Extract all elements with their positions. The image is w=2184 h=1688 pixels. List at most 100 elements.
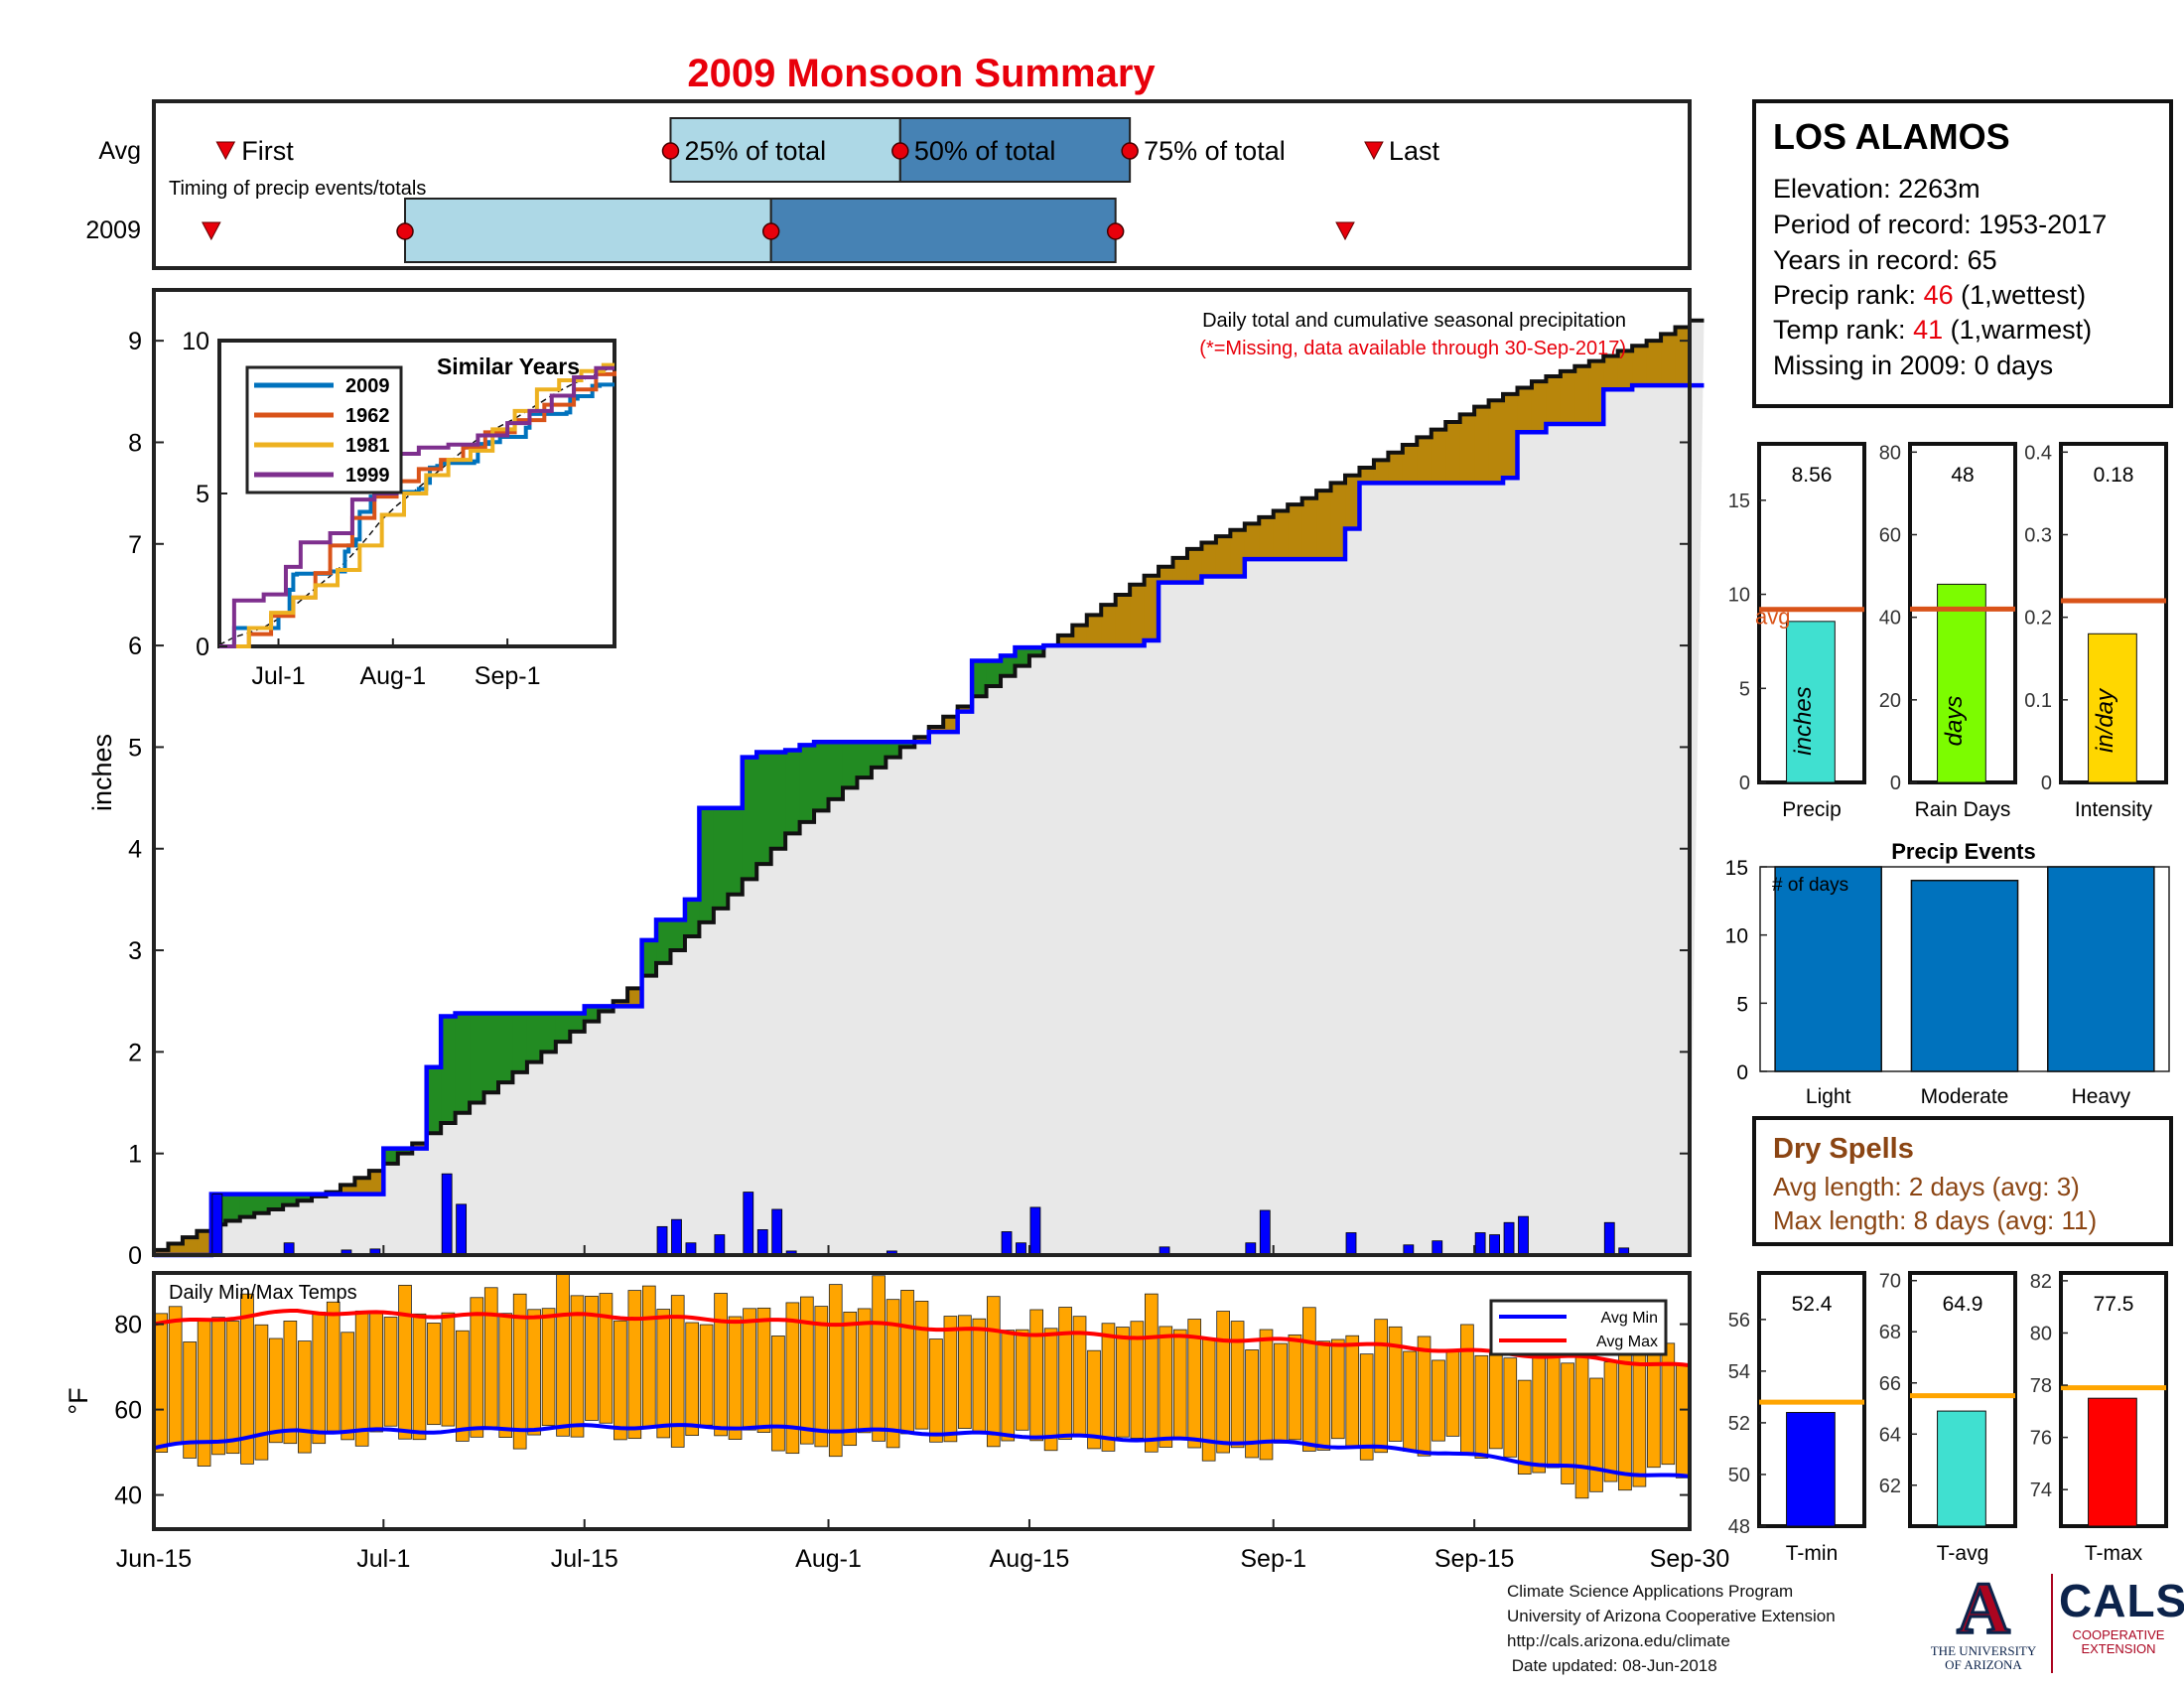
y2009-75pct-marker bbox=[1106, 222, 1125, 240]
below-avg-fill bbox=[1273, 510, 1289, 560]
avg-last-marker bbox=[1364, 141, 1384, 161]
avg-25pct-marker bbox=[661, 142, 680, 160]
x-tick-label: Sep-1 bbox=[1240, 1545, 1306, 1573]
daily-temp-bar bbox=[599, 1293, 614, 1424]
stat-tick-label: 0.2 bbox=[2024, 608, 2052, 630]
stat-tick-label: 78 bbox=[2030, 1375, 2052, 1397]
precip-rank-label: Precip rank: bbox=[1773, 280, 1916, 310]
avg-last-label: Last bbox=[1389, 136, 1440, 166]
y2009-first-quartile-box bbox=[404, 198, 772, 263]
below-avg-fill bbox=[1488, 400, 1504, 484]
daily-temp-bar bbox=[197, 1320, 211, 1467]
stat-tick-label: 0.1 bbox=[2024, 690, 2052, 712]
above-avg-fill bbox=[584, 1006, 600, 1022]
stat-panel-t-min: 52.4 48 50 52 54 56 T-min bbox=[1728, 1271, 1866, 1565]
dry-spells-max-length: Max length: 8 days (avg: 11) bbox=[1773, 1205, 2097, 1235]
daily-temp-bar bbox=[1403, 1350, 1417, 1452]
inset-x-tick-label: Jul-1 bbox=[251, 662, 305, 690]
daily-temp-bar bbox=[412, 1313, 427, 1441]
stat-tick-label: 0 bbox=[1890, 773, 1901, 794]
ua-logo-line-1: THE UNIVERSITY bbox=[1930, 1643, 2037, 1658]
precip-y-tick-label: 1 bbox=[128, 1141, 142, 1169]
stat-label: T-max bbox=[2085, 1542, 2143, 1565]
daily-temp-bar bbox=[685, 1322, 700, 1437]
daily-temp-bar bbox=[656, 1309, 671, 1439]
daily-temp-bar bbox=[800, 1296, 814, 1445]
precip-plot-area bbox=[154, 318, 1705, 1258]
avg-25pct-label: 25% of total bbox=[684, 136, 826, 166]
daily-temp-bar bbox=[958, 1315, 972, 1429]
precip-y-tick-label: 5 bbox=[128, 734, 142, 762]
legend-avg-max-label: Avg Max bbox=[1596, 1334, 1658, 1350]
inset-legend-label: 2009 bbox=[345, 375, 390, 397]
daily-temp-bar bbox=[1417, 1336, 1432, 1457]
daily-temp-bar bbox=[1330, 1338, 1345, 1440]
below-avg-fill bbox=[1086, 615, 1102, 646]
daily-temp-bar bbox=[456, 1330, 470, 1442]
credits-line-4: Date updated: 08-Jun-2018 bbox=[1507, 1656, 1717, 1675]
precip-rank-value: 46 bbox=[1924, 280, 1954, 310]
stat-tick-label: 68 bbox=[1879, 1322, 1901, 1343]
daily-temp-bar bbox=[900, 1290, 914, 1435]
daily-temp-bar bbox=[1432, 1359, 1445, 1442]
avg-second-quartile-box bbox=[898, 117, 1132, 183]
precip-chart: Daily total and cumulative seasonal prec… bbox=[87, 288, 1705, 1270]
precip-y-tick-label: 7 bbox=[128, 531, 142, 559]
daily-temp-bar bbox=[168, 1306, 183, 1446]
events-plot-area: Light Moderate Heavy 0 5 10 15 bbox=[1725, 857, 2155, 1108]
stat-tick-label: 62 bbox=[1879, 1476, 1901, 1497]
above-avg-fill bbox=[986, 660, 1002, 687]
stat-panel-t-avg: 64.9 62 64 66 68 70 T-avg bbox=[1879, 1271, 2017, 1565]
avg-first-quartile-box bbox=[669, 117, 901, 183]
stat-tick-label: 0.4 bbox=[2024, 442, 2052, 464]
stat-tick-label: 74 bbox=[2030, 1479, 2052, 1501]
daily-temp-bar bbox=[914, 1301, 929, 1430]
below-avg-fill bbox=[1445, 422, 1461, 484]
x-tick-label: Jul-15 bbox=[551, 1545, 618, 1573]
avg-first-label: First bbox=[241, 136, 294, 166]
above-avg-fill bbox=[814, 742, 830, 811]
temp-y-tick-label: 60 bbox=[114, 1397, 142, 1425]
y2009-50pct-marker bbox=[761, 222, 780, 240]
daily-precip-bar bbox=[1345, 1232, 1357, 1256]
stat-tick-label: 60 bbox=[1879, 524, 1901, 546]
daily-temp-bar bbox=[1029, 1309, 1043, 1442]
daily-precip-bar bbox=[671, 1218, 682, 1256]
daily-precip-bar bbox=[756, 1229, 768, 1256]
below-avg-fill bbox=[1359, 468, 1375, 484]
daily-temp-bar bbox=[498, 1313, 513, 1438]
below-avg-fill bbox=[1072, 625, 1088, 646]
above-avg-fill bbox=[541, 1013, 557, 1053]
below-avg-fill bbox=[1388, 452, 1404, 484]
below-avg-fill bbox=[340, 1185, 356, 1195]
daily-temp-bar bbox=[1116, 1327, 1130, 1438]
below-avg-fill bbox=[1144, 575, 1160, 640]
above-avg-fill bbox=[1015, 647, 1030, 666]
above-avg-fill bbox=[570, 1013, 586, 1032]
daily-precip-bar bbox=[1603, 1221, 1615, 1256]
daily-temp-bar bbox=[1288, 1334, 1302, 1441]
daily-precip-bar bbox=[1489, 1234, 1500, 1256]
below-avg-fill bbox=[168, 1243, 184, 1255]
daily-precip-bar bbox=[1001, 1231, 1013, 1256]
daily-temp-bar bbox=[1388, 1326, 1403, 1442]
temp-chart: Daily Min/Max Temps °F 40 60 80 Avg Min Av… bbox=[64, 1271, 1692, 1531]
station-missing: Missing in 2009: 0 days bbox=[1773, 351, 2053, 380]
daily-temp-bar bbox=[1172, 1329, 1187, 1438]
temp-legend: Avg Min Avg Max bbox=[1489, 1299, 1668, 1356]
stat-panel-intensity: 0.18 0 0.1 0.2 0.3 0.4 Intensity in/day bbox=[2024, 442, 2168, 821]
stat-label: Precip bbox=[1782, 798, 1842, 821]
station-temp-rank: Temp rank: 41 (1,warmest) bbox=[1773, 315, 2092, 345]
stat-panel-precip: 8.56 0 5 10 15 Precip inches avg bbox=[1728, 442, 1866, 821]
daily-temp-bar bbox=[1488, 1350, 1503, 1450]
below-avg-fill bbox=[412, 1143, 428, 1149]
stat-tick-label: 15 bbox=[1728, 491, 1750, 512]
below-avg-fill bbox=[1057, 634, 1073, 646]
daily-temp-bar bbox=[1101, 1323, 1116, 1452]
above-avg-fill bbox=[1001, 655, 1017, 676]
daily-temp-bar bbox=[1374, 1319, 1388, 1454]
credits-line-2: University of Arizona Cooperative Extens… bbox=[1507, 1607, 1836, 1625]
daily-temp-bar bbox=[1302, 1307, 1316, 1452]
inset-y-tick-label: 5 bbox=[196, 481, 209, 508]
inset-y-tick-label: 0 bbox=[196, 633, 209, 661]
